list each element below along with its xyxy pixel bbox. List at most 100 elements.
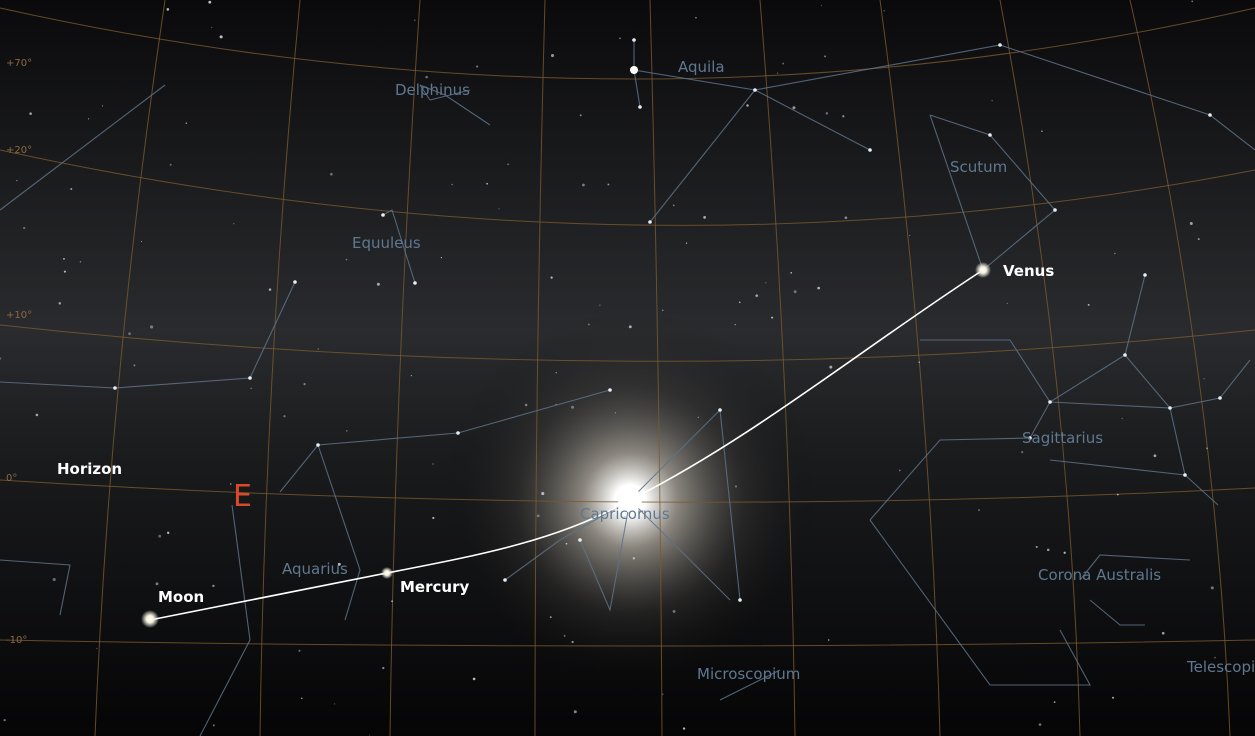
star: [391, 600, 393, 602]
star: [792, 106, 795, 109]
planet-label: Moon: [158, 588, 204, 606]
star: [298, 650, 300, 652]
star: [158, 535, 161, 538]
star: [845, 216, 848, 219]
star: [64, 271, 66, 273]
star: [1039, 723, 1042, 726]
star: [476, 66, 478, 68]
star: [698, 417, 699, 418]
star: [633, 557, 635, 559]
star: [551, 277, 553, 279]
star: [686, 242, 687, 243]
constellation-label: Telescopium: [1186, 658, 1255, 676]
bright-star: [608, 388, 612, 392]
star: [550, 616, 552, 618]
constellation-label: Microscopium: [697, 665, 800, 683]
star: [790, 272, 792, 274]
star: [588, 324, 590, 326]
star: [186, 122, 188, 124]
sky-chart: Horizon E +70°+20°+10°0°-10°VenusMercury…: [0, 0, 1255, 736]
bright-star: [456, 431, 460, 435]
star: [794, 290, 797, 293]
bright-star: [113, 386, 117, 390]
star: [16, 180, 17, 181]
star: [580, 114, 582, 116]
star: [1117, 494, 1119, 496]
star: [629, 325, 632, 328]
star: [765, 282, 766, 283]
star: [473, 678, 476, 681]
star: [842, 115, 844, 117]
star: [208, 1, 211, 4]
star: [556, 404, 557, 405]
bright-star: [293, 280, 297, 284]
star: [1190, 222, 1193, 225]
bright-star: [738, 598, 742, 602]
bright-star: [1123, 353, 1127, 357]
star: [1191, 1, 1193, 3]
star: [777, 73, 778, 74]
moon: [141, 610, 159, 628]
star: [301, 697, 303, 699]
star: [1054, 701, 1056, 703]
altitude-label: -10°: [6, 635, 27, 646]
star: [571, 641, 573, 643]
star: [566, 543, 568, 545]
star: [1064, 552, 1066, 554]
star: [63, 258, 65, 260]
horizon-label: Horizon: [57, 460, 122, 478]
star: [978, 509, 979, 510]
star: [432, 463, 433, 464]
altitude-label: 0°: [6, 473, 17, 484]
star: [1122, 418, 1123, 419]
star: [782, 63, 784, 65]
star: [88, 118, 89, 119]
constellation-label: Capricornus: [580, 505, 670, 523]
star: [220, 35, 223, 38]
star: [382, 667, 384, 669]
star: [230, 483, 232, 485]
star: [36, 414, 39, 417]
star: [211, 27, 212, 28]
star: [167, 8, 170, 11]
star: [615, 412, 616, 413]
star: [141, 241, 142, 242]
star: [498, 208, 499, 209]
altitude-label: +20°: [6, 145, 32, 156]
star: [156, 582, 159, 585]
planet-label: Venus: [1003, 262, 1054, 280]
star: [739, 302, 741, 304]
bright-star: [648, 220, 652, 224]
constellation-label: Equuleus: [352, 234, 421, 252]
star: [80, 261, 82, 263]
star: [330, 173, 333, 176]
star: [346, 259, 348, 261]
bright-star: [503, 578, 507, 582]
star: [571, 406, 574, 409]
star: [735, 485, 737, 487]
star: [755, 294, 758, 297]
star: [537, 514, 540, 517]
star: [1204, 378, 1205, 379]
star: [1114, 253, 1116, 255]
star: [1041, 130, 1043, 132]
star: [1036, 546, 1038, 548]
venus: [975, 262, 991, 278]
star: [1162, 632, 1165, 635]
bright-star: [1053, 208, 1057, 212]
star: [1021, 451, 1023, 453]
star: [507, 163, 509, 165]
star: [250, 388, 252, 390]
star: [4, 719, 6, 721]
star: [821, 5, 822, 6]
star: [102, 105, 103, 106]
star: [1112, 697, 1114, 699]
star: [167, 532, 169, 534]
star: [1206, 448, 1208, 450]
star: [1211, 586, 1214, 589]
bright-star: [1168, 406, 1172, 410]
star: [746, 104, 748, 106]
star: [334, 703, 335, 704]
star: [828, 639, 830, 641]
star: [683, 727, 685, 729]
